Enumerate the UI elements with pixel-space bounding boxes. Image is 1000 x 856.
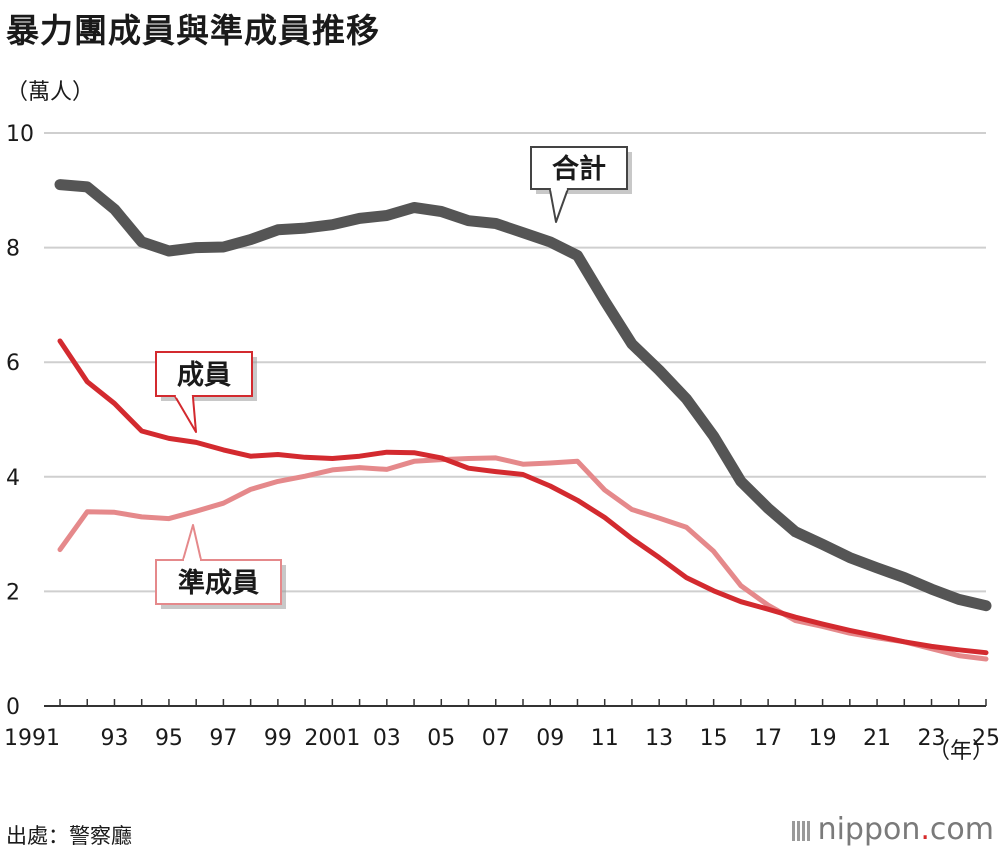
annotation-1: 成員 bbox=[155, 351, 257, 433]
x-tick-label-2005: 05 bbox=[427, 726, 455, 751]
annotation-box-1 bbox=[155, 351, 253, 397]
logo-bars-icon bbox=[791, 812, 812, 847]
annotation-label-0: 合計 bbox=[552, 153, 606, 185]
x-tick-labels: 1991 93 95 97 99 2001 03 05 07 09 11 13 15 17 19 21 23 25 bbox=[4, 726, 1000, 751]
x-tick-label-2023: 23 bbox=[918, 726, 946, 751]
x-axis bbox=[44, 699, 987, 707]
source-note: 出處：警察廳 bbox=[6, 824, 132, 848]
annotation-pointer-2 bbox=[182, 524, 202, 561]
x-axis-unit-label: （年） bbox=[927, 739, 994, 764]
x-tick-label-2003: 03 bbox=[373, 726, 401, 751]
logo-dot: . bbox=[920, 812, 930, 847]
logo-prefix: nippon bbox=[817, 812, 921, 847]
x-tick-label-2021: 21 bbox=[863, 726, 891, 751]
annotation-box-2 bbox=[155, 559, 282, 605]
x-tick-label-2017: 17 bbox=[754, 726, 782, 751]
x-tick-label-1997: 97 bbox=[209, 726, 237, 751]
x-tick-label-2009: 09 bbox=[536, 726, 564, 751]
x-tick-label-2019: 19 bbox=[809, 726, 837, 751]
x-tick-label-1991: 1991 bbox=[4, 726, 60, 751]
annotation-2: 準成員 bbox=[155, 524, 286, 609]
annotation-pointer-0 bbox=[548, 188, 569, 223]
x-tick-label-1993: 93 bbox=[100, 726, 128, 751]
x-tick-label-1995: 95 bbox=[155, 726, 183, 751]
y-tick-label-6: 6 bbox=[6, 351, 20, 376]
annotation-label-2: 準成員 bbox=[178, 567, 259, 599]
x-tick-label-2001: 2001 bbox=[304, 726, 360, 751]
x-tick-label-2013: 13 bbox=[645, 726, 673, 751]
chart-title: 暴力團成員與準成員推移 bbox=[6, 11, 380, 50]
annotation-0: 合計 bbox=[530, 146, 632, 223]
y-tick-label-2: 2 bbox=[6, 580, 20, 605]
y-tick-label-10: 10 bbox=[6, 122, 34, 147]
series-line-1 bbox=[57, 338, 989, 656]
x-tick-label-2007: 07 bbox=[482, 726, 510, 751]
x-tick-label-2011: 11 bbox=[591, 726, 619, 751]
y-tick-label-0: 0 bbox=[6, 695, 20, 720]
logo-suffix: com bbox=[929, 812, 994, 847]
x-tick-label-1999: 99 bbox=[264, 726, 292, 751]
x-tick-label-2025: 25 bbox=[972, 726, 1000, 751]
series-lines bbox=[54, 179, 992, 662]
y-tick-labels: 0 2 4 6 8 10 bbox=[6, 122, 34, 720]
y-axis-unit-label: （萬人） bbox=[6, 80, 95, 105]
series-line-0 bbox=[54, 179, 992, 612]
annotation-box-0 bbox=[530, 146, 628, 190]
y-tick-label-8: 8 bbox=[6, 237, 20, 262]
nippon-logo[interactable]: nippon.com bbox=[791, 812, 994, 847]
annotation-label-1: 成員 bbox=[177, 360, 231, 391]
y-tick-label-4: 4 bbox=[6, 466, 20, 491]
annotation-pointer-1 bbox=[174, 395, 197, 433]
x-tick-label-2015: 15 bbox=[700, 726, 728, 751]
